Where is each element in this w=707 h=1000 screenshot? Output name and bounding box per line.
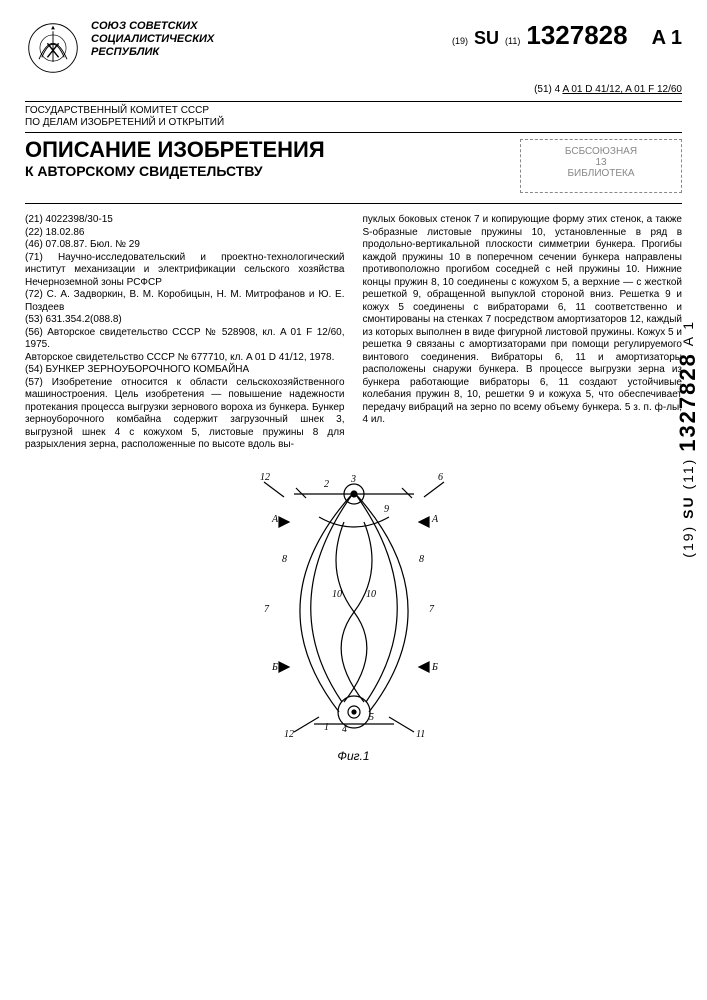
field-54: (54) БУНКЕР ЗЕРНОУБОРОЧНОГО КОМБАЙНА <box>25 364 345 377</box>
abstract-continued: пуклых боковых стенок 7 и копирующие фор… <box>363 214 683 427</box>
field-71: (71) Научно-исследовательский и проектно… <box>25 252 345 290</box>
ipc-classification: (51) 4 A 01 D 41/12, A 01 F 12/60 <box>25 84 682 95</box>
patent-page: СОЮЗ СОВЕТСКИХ СОЦИАЛИСТИЧЕСКИХ РЕСПУБЛИ… <box>0 0 707 783</box>
svg-text:10: 10 <box>332 589 342 600</box>
title-block: ОПИСАНИЕ ИЗОБРЕТЕНИЯ К АВТОРСКОМУ СВИДЕТ… <box>25 139 325 179</box>
code-19: (19) <box>452 36 468 46</box>
side-document-code: (19) SU (11) 1327828 A 1 <box>675 320 701 558</box>
side-country: SU <box>680 495 696 518</box>
library-stamp: БСБСОЮЗНАЯ 13 БИБЛИОТЕКА <box>520 139 682 193</box>
sub-title: К АВТОРСКОМУ СВИДЕТЕЛЬСТВУ <box>25 163 325 179</box>
stamp-line3: БИБЛИОТЕКА <box>531 168 671 179</box>
svg-text:Б: Б <box>431 662 438 673</box>
side-code-19: (19) <box>680 525 696 558</box>
country-code: SU <box>474 28 499 49</box>
union-name: СОЮЗ СОВЕТСКИХ СОЦИАЛИСТИЧЕСКИХ РЕСПУБЛИ… <box>91 20 214 60</box>
title-row: ОПИСАНИЕ ИЗОБРЕТЕНИЯ К АВТОРСКОМУ СВИДЕТ… <box>25 133 682 204</box>
svg-text:7: 7 <box>264 604 270 615</box>
side-number: 1327828 <box>675 352 700 452</box>
svg-text:7: 7 <box>429 604 435 615</box>
kind-code: A 1 <box>652 27 682 50</box>
side-kind: A 1 <box>680 320 696 346</box>
ipc-text: A 01 D 41/12, A 01 F 12/60 <box>562 84 682 95</box>
code-51: (51) 4 <box>534 84 560 95</box>
union-line2: СОЦИАЛИСТИЧЕСКИХ <box>91 33 214 46</box>
svg-text:8: 8 <box>282 554 287 565</box>
code-11: (11) <box>505 36 520 46</box>
field-72: (72) С. А. Задворкин, В. М. Коробицын, Н… <box>25 289 345 314</box>
header-row: СОЮЗ СОВЕТСКИХ СОЦИАЛИСТИЧЕСКИХ РЕСПУБЛИ… <box>25 20 682 76</box>
svg-text:A: A <box>271 514 279 525</box>
main-title: ОПИСАНИЕ ИЗОБРЕТЕНИЯ <box>25 139 325 161</box>
svg-text:Б: Б <box>271 662 278 673</box>
field-21: (21) 4022398/30-15 <box>25 214 345 227</box>
field-46: (46) 07.08.87. Бюл. № 29 <box>25 239 345 252</box>
svg-text:A: A <box>431 514 439 525</box>
figure-label: Фиг.1 <box>25 749 682 763</box>
svg-text:5: 5 <box>369 712 374 723</box>
svg-text:12: 12 <box>284 729 294 740</box>
figure-1: 3 2 9 8 7 7 8 10 10 12 6 11 12 5 4 1 A A… <box>25 462 682 763</box>
committee-line2: ПО ДЕЛАМ ИЗОБРЕТЕНИЙ И ОТКРЫТИЙ <box>25 117 682 129</box>
svg-text:2: 2 <box>324 479 329 490</box>
soviet-emblem-icon <box>25 20 81 76</box>
svg-text:6: 6 <box>438 472 443 483</box>
stamp-line1: БСБСОЮЗНАЯ <box>531 146 671 157</box>
field-53: (53) 631.354.2(088.8) <box>25 314 345 327</box>
field-22: (22) 18.02.86 <box>25 227 345 240</box>
document-number: (19) SU (11) 1327828 A 1 <box>452 20 682 51</box>
union-line3: РЕСПУБЛИК <box>91 46 214 59</box>
svg-text:10: 10 <box>366 589 376 600</box>
field-56b: Авторское свидетельство СССР № 677710, к… <box>25 352 345 365</box>
svg-text:12: 12 <box>260 472 270 483</box>
svg-text:1: 1 <box>324 722 329 733</box>
right-column: пуклых боковых стенок 7 и копирующие фор… <box>363 214 683 452</box>
body-columns: (21) 4022398/30-15 (22) 18.02.86 (46) 07… <box>25 214 682 452</box>
svg-text:4: 4 <box>342 724 347 735</box>
svg-text:11: 11 <box>416 729 425 740</box>
svg-text:8: 8 <box>419 554 424 565</box>
side-code-11: (11) <box>680 458 696 490</box>
field-56a: (56) Авторское свидетельство СССР № 5289… <box>25 327 345 352</box>
committee-block: ГОСУДАРСТВЕННЫЙ КОМИТЕТ СССР ПО ДЕЛАМ ИЗ… <box>25 101 682 133</box>
stamp-line2: 13 <box>531 157 671 168</box>
left-column: (21) 4022398/30-15 (22) 18.02.86 (46) 07… <box>25 214 345 452</box>
field-57: (57) Изобретение относится к области сел… <box>25 377 345 452</box>
svg-text:9: 9 <box>384 504 389 515</box>
svg-text:3: 3 <box>350 474 356 485</box>
bunker-diagram-icon: 3 2 9 8 7 7 8 10 10 12 6 11 12 5 4 1 A A… <box>224 462 484 742</box>
union-line1: СОЮЗ СОВЕТСКИХ <box>91 20 214 33</box>
patent-number: 1327828 <box>526 20 627 51</box>
committee-line1: ГОСУДАРСТВЕННЫЙ КОМИТЕТ СССР <box>25 105 682 117</box>
